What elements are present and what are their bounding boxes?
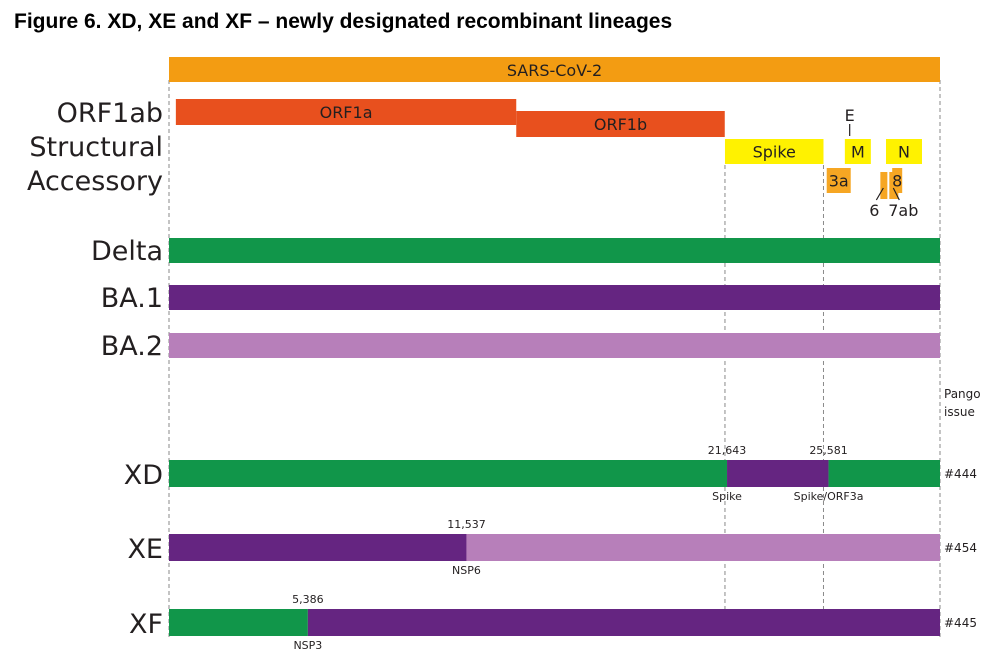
gene-orf1b-label: ORF1b	[594, 115, 647, 134]
breakpoint-value-xf-0: 5,386	[292, 593, 324, 606]
breakpoint-region-xd-0: Spike	[712, 490, 742, 503]
gene-orf1b-block	[516, 111, 725, 137]
gene-7ab-label: 7ab	[888, 201, 918, 220]
lineage-label-ba2: BA.2	[101, 331, 163, 362]
recombinant-issue-xe: #454	[944, 541, 977, 555]
lineage-bar-ba1	[169, 285, 940, 310]
gene-8-label: 8	[892, 172, 902, 191]
row-label-structural: Structural	[29, 132, 163, 163]
gene-spike-label: Spike	[753, 143, 796, 162]
gene-3a-label: 3a	[829, 172, 849, 191]
lineage-bar-delta	[169, 238, 940, 263]
gene-8-block	[892, 168, 903, 193]
recombinant-label-xd: XD	[124, 460, 163, 491]
row-label-orf1ab: ORF1ab	[57, 98, 163, 129]
lineage-label-ba1: BA.1	[101, 283, 163, 314]
genome-bar	[169, 57, 940, 82]
gene-7ab-leader	[892, 187, 900, 201]
lineage-label-delta: Delta	[91, 236, 163, 267]
breakpoint-region-xd-1: Spike/ORF3a	[794, 490, 864, 503]
gene-6-leader	[875, 187, 884, 201]
recombinant-xd-segment-0	[169, 460, 728, 487]
gene-e-label: E	[845, 106, 855, 125]
gene-6-block	[880, 172, 888, 199]
gene-n-label: N	[898, 143, 910, 162]
pango-header-line1: Pango	[944, 387, 981, 401]
recombinant-xf-segment-0	[169, 609, 308, 636]
gene-m-block	[844, 139, 871, 164]
recombinant-xe-segment-0	[169, 534, 467, 561]
recombinant-xe-segment-1	[466, 534, 940, 561]
recombinant-xd-segment-2	[828, 460, 940, 487]
gene-m-label: M	[851, 143, 865, 162]
recombinant-xf-segment-1	[307, 609, 940, 636]
breakpoint-value-xe-0: 11,537	[447, 518, 486, 531]
gene-orf1a-label: ORF1a	[320, 103, 373, 122]
gene-spike-block	[724, 139, 824, 164]
gene-6-label: 6	[869, 201, 879, 220]
recombinant-label-xf: XF	[129, 609, 163, 640]
recombinant-label-xe: XE	[127, 534, 163, 565]
recombinant-xd-segment-1	[727, 460, 829, 487]
recombinant-issue-xf: #445	[944, 616, 977, 630]
row-label-accessory: Accessory	[27, 166, 163, 197]
lineage-bar-ba2	[169, 333, 940, 358]
breakpoint-value-xd-0: 21,643	[708, 444, 747, 457]
breakpoint-value-xd-1: 25,581	[809, 444, 848, 457]
gene-n-block	[885, 139, 922, 164]
gene-3a-block	[826, 168, 851, 193]
breakpoint-region-xe-0: NSP6	[452, 564, 481, 577]
recombinant-issue-xd: #444	[944, 467, 977, 481]
figure-title: Figure 6. XD, XE and XF – newly designat…	[14, 10, 673, 33]
pango-header-line2: issue	[944, 405, 975, 419]
breakpoint-region-xf-0: NSP3	[293, 639, 322, 652]
gene-orf1a-block	[175, 99, 517, 125]
genome-label: SARS-CoV-2	[507, 61, 602, 80]
